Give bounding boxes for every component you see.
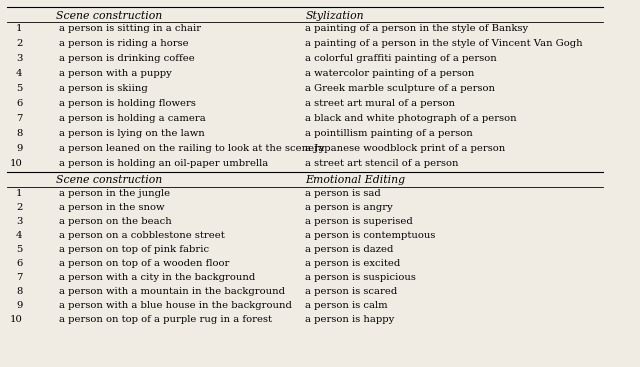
Text: a person on a cobblestone street: a person on a cobblestone street <box>59 231 225 240</box>
Text: a person is excited: a person is excited <box>305 259 401 268</box>
Text: Emotional Editing: Emotional Editing <box>305 175 405 185</box>
Text: Scene construction: Scene construction <box>56 11 163 21</box>
Text: a person on top of a wooden floor: a person on top of a wooden floor <box>59 259 230 268</box>
Text: a person in the jungle: a person in the jungle <box>59 189 170 198</box>
Text: 1: 1 <box>16 24 22 33</box>
Text: 4: 4 <box>16 69 22 78</box>
Text: a person is lying on the lawn: a person is lying on the lawn <box>59 129 205 138</box>
Text: 2: 2 <box>16 39 22 48</box>
Text: a person is drinking coffee: a person is drinking coffee <box>59 54 195 63</box>
Text: a person is holding an oil-paper umbrella: a person is holding an oil-paper umbrell… <box>59 159 268 168</box>
Text: 3: 3 <box>16 54 22 63</box>
Text: a person with a blue house in the background: a person with a blue house in the backgr… <box>59 301 292 310</box>
Text: a person is angry: a person is angry <box>305 203 393 212</box>
Text: a painting of a person in the style of Banksy: a painting of a person in the style of B… <box>305 24 528 33</box>
Text: 3: 3 <box>16 217 22 226</box>
Text: 5: 5 <box>16 245 22 254</box>
Text: 8: 8 <box>16 287 22 296</box>
Text: a person is sitting in a chair: a person is sitting in a chair <box>59 24 201 33</box>
Text: a Greek marble sculpture of a person: a Greek marble sculpture of a person <box>305 84 495 93</box>
Text: a person on top of pink fabric: a person on top of pink fabric <box>59 245 209 254</box>
Text: a watercolor painting of a person: a watercolor painting of a person <box>305 69 475 78</box>
Text: 9: 9 <box>16 301 22 310</box>
Text: a black and white photograph of a person: a black and white photograph of a person <box>305 114 517 123</box>
Text: Scene construction: Scene construction <box>56 175 163 185</box>
Text: 6: 6 <box>17 259 22 268</box>
Text: 5: 5 <box>16 84 22 93</box>
Text: 7: 7 <box>16 273 22 282</box>
Text: a person leaned on the railing to look at the scenery: a person leaned on the railing to look a… <box>59 144 324 153</box>
Text: 8: 8 <box>16 129 22 138</box>
Text: a person in the snow: a person in the snow <box>59 203 164 212</box>
Text: 10: 10 <box>10 159 22 168</box>
Text: a Japanese woodblock print of a person: a Japanese woodblock print of a person <box>305 144 506 153</box>
Text: a person is skiing: a person is skiing <box>59 84 148 93</box>
Text: a person is superised: a person is superised <box>305 217 413 226</box>
Text: a person is holding flowers: a person is holding flowers <box>59 99 196 108</box>
Text: 1: 1 <box>16 189 22 198</box>
Text: a street art stencil of a person: a street art stencil of a person <box>305 159 459 168</box>
Text: 9: 9 <box>16 144 22 153</box>
Text: a person is contemptuous: a person is contemptuous <box>305 231 436 240</box>
Text: a painting of a person in the style of Vincent Van Gogh: a painting of a person in the style of V… <box>305 39 583 48</box>
Text: a person is sad: a person is sad <box>305 189 381 198</box>
Text: a person is holding a camera: a person is holding a camera <box>59 114 206 123</box>
Text: a person is scared: a person is scared <box>305 287 397 296</box>
Text: a person is calm: a person is calm <box>305 301 388 310</box>
Text: a person with a mountain in the background: a person with a mountain in the backgrou… <box>59 287 285 296</box>
Text: a person on the beach: a person on the beach <box>59 217 172 226</box>
Text: a colorful graffiti painting of a person: a colorful graffiti painting of a person <box>305 54 497 63</box>
Text: a person on top of a purple rug in a forest: a person on top of a purple rug in a for… <box>59 315 272 324</box>
Text: 6: 6 <box>17 99 22 108</box>
Text: 4: 4 <box>16 231 22 240</box>
Text: 7: 7 <box>16 114 22 123</box>
Text: a person is happy: a person is happy <box>305 315 394 324</box>
Text: a pointillism painting of a person: a pointillism painting of a person <box>305 129 473 138</box>
Text: a person is riding a horse: a person is riding a horse <box>59 39 189 48</box>
Text: a person with a city in the background: a person with a city in the background <box>59 273 255 282</box>
Text: 10: 10 <box>10 315 22 324</box>
Text: a person with a puppy: a person with a puppy <box>59 69 172 78</box>
Text: Stylization: Stylization <box>305 11 364 21</box>
Text: a street art mural of a person: a street art mural of a person <box>305 99 455 108</box>
Text: a person is suspicious: a person is suspicious <box>305 273 416 282</box>
Text: 2: 2 <box>16 203 22 212</box>
Text: a person is dazed: a person is dazed <box>305 245 394 254</box>
